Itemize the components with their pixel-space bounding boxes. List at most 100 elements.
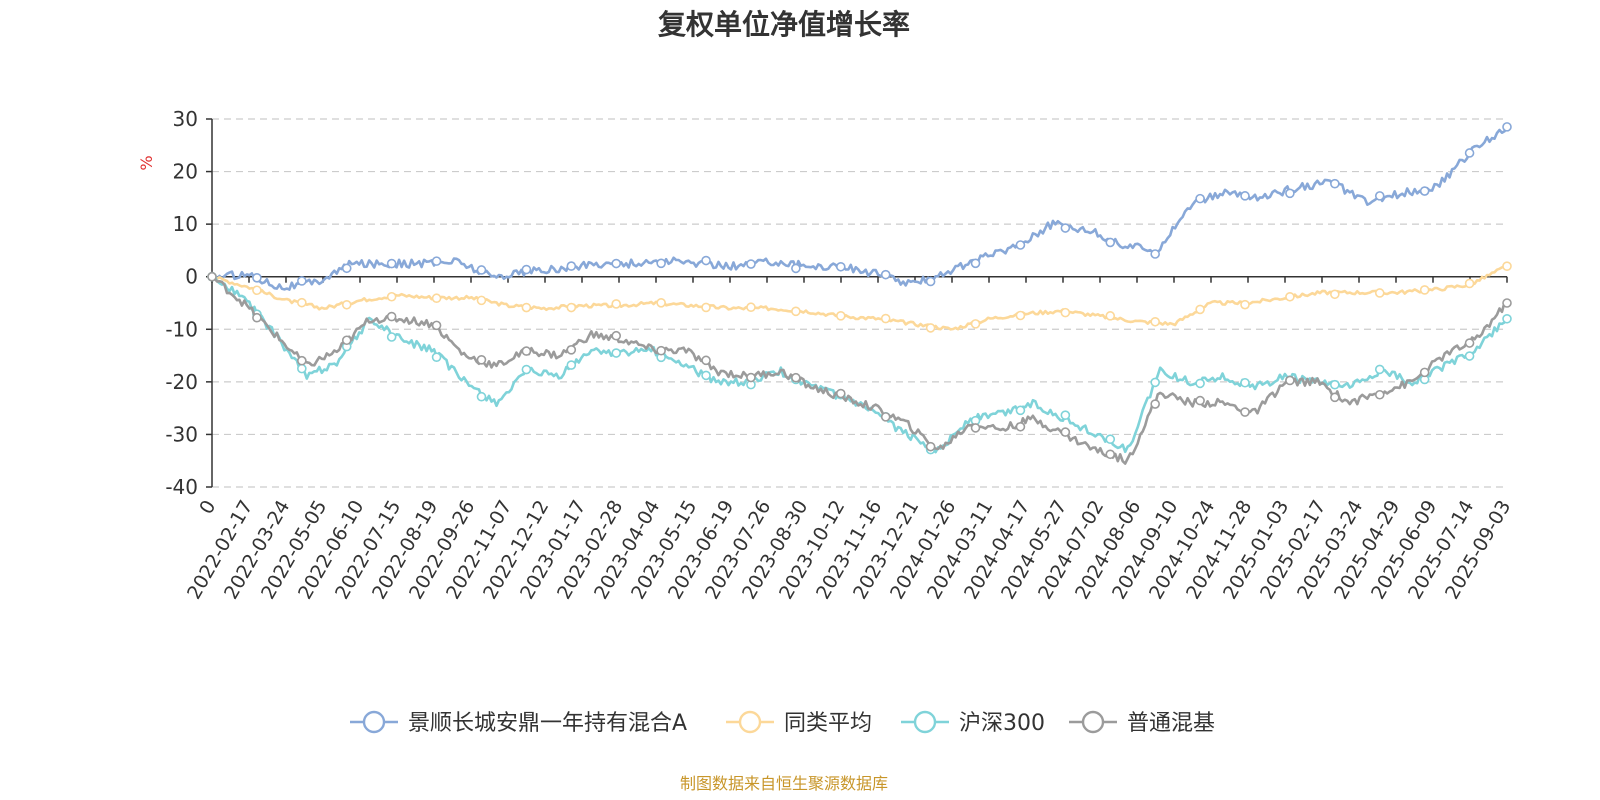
series-point-3 (207, 271, 217, 282)
y-axis-unit: % (137, 155, 156, 170)
series-point-0 (880, 269, 891, 280)
series-point-0 (341, 263, 352, 274)
legend-marker (738, 710, 762, 734)
series-point-3 (701, 355, 711, 366)
y-tick-label: -40 (165, 475, 198, 499)
source-note: 制图数据来自恒生聚源数据库 (680, 774, 888, 793)
series-lines (207, 122, 1512, 465)
series-point-0 (970, 258, 981, 269)
series-point-2 (1060, 410, 1071, 420)
series-line-2 (211, 273, 1509, 454)
legend-item-2[interactable]: 沪深300 (901, 710, 1045, 736)
legend-marker (913, 710, 937, 734)
series-point-2 (431, 352, 442, 362)
series-point-3 (386, 311, 397, 322)
series-point-3 (835, 388, 846, 399)
legend-item-0[interactable]: 景顺长城安鼎一年持有混合A (350, 710, 687, 736)
series-point-0 (656, 258, 666, 269)
series-point-1 (925, 323, 936, 333)
legend-marker (1081, 710, 1105, 734)
series-point-0 (925, 276, 936, 287)
series-point-1 (431, 293, 442, 304)
series-point-0 (252, 272, 262, 283)
series-point-3 (1502, 298, 1512, 308)
series-point-3 (341, 335, 352, 346)
series-point-3 (1374, 389, 1385, 400)
series-point-1 (1060, 307, 1071, 318)
series-point-0 (1060, 223, 1071, 233)
legend-label: 同类平均 (784, 711, 872, 736)
series-point-3 (1464, 338, 1475, 348)
series-point-3 (791, 372, 801, 383)
series-point-1 (791, 306, 801, 317)
x-tick-label: 0 (195, 497, 220, 518)
series-point-2 (1105, 434, 1116, 445)
series-point-0 (1150, 249, 1160, 259)
legend-item-1[interactable]: 同类平均 (726, 710, 872, 736)
series-point-1 (880, 313, 891, 324)
series-point-1 (1240, 299, 1250, 310)
series-point-3 (746, 372, 756, 383)
series-point-3 (656, 345, 666, 356)
legend-item-3[interactable]: 普通混基 (1069, 710, 1215, 736)
legend-label: 普通混基 (1127, 711, 1215, 736)
series-point-1 (1195, 304, 1205, 315)
series-point-0 (791, 263, 801, 274)
series-point-2 (566, 360, 577, 370)
series-point-2 (1464, 351, 1475, 361)
series-point-1 (1105, 311, 1116, 321)
series-point-3 (1195, 395, 1205, 406)
legend-marker (362, 710, 386, 734)
series-point-2 (386, 332, 397, 342)
series-point-3 (880, 412, 891, 422)
y-tick-label: 10 (173, 212, 198, 236)
y-tick-label: 0 (185, 265, 198, 289)
series-point-2 (1330, 379, 1340, 390)
series-point-0 (431, 256, 442, 266)
series-point-0 (1374, 191, 1385, 201)
series-point-3 (970, 423, 981, 433)
series-point-1 (1419, 285, 1430, 295)
series-point-3 (925, 441, 936, 452)
series-point-1 (611, 299, 622, 309)
series-point-0 (835, 261, 846, 272)
y-tick-label: 30 (173, 107, 198, 131)
y-tick-label: -30 (165, 422, 198, 446)
series-point-3 (252, 312, 262, 323)
series-point-2 (1374, 364, 1385, 375)
series-point-3 (1285, 375, 1295, 386)
series-point-0 (521, 264, 532, 275)
series-point-1 (1330, 289, 1340, 300)
series-point-1 (1374, 288, 1385, 298)
series-point-2 (1502, 313, 1512, 324)
series-point-3 (566, 345, 577, 355)
series-point-3 (1150, 399, 1160, 409)
series-point-0 (1105, 237, 1116, 248)
series-point-3 (1105, 449, 1116, 460)
series-point-2 (297, 363, 307, 374)
series-point-0 (701, 255, 711, 266)
series-point-0 (1502, 122, 1512, 132)
series-point-1 (1502, 261, 1512, 272)
series-point-1 (970, 319, 981, 329)
series-point-0 (1195, 193, 1205, 204)
series-point-1 (1285, 291, 1295, 302)
series-point-1 (521, 302, 532, 313)
series-point-3 (521, 346, 532, 356)
series-point-0 (746, 259, 756, 269)
series-point-2 (476, 391, 487, 402)
series-point-3 (1330, 392, 1340, 403)
series-point-3 (1060, 427, 1071, 437)
series-point-1 (746, 302, 756, 313)
series-point-1 (1015, 310, 1026, 321)
legend-label: 景顺长城安鼎一年持有混合A (408, 711, 687, 736)
legend[interactable]: 景顺长城安鼎一年持有混合A 同类平均 沪深300 普通混基 (350, 710, 1215, 736)
legend-label: 沪深300 (959, 711, 1045, 736)
series-point-2 (1015, 405, 1026, 416)
series-point-1 (566, 302, 577, 313)
series-point-1 (386, 291, 397, 302)
y-tick-label: -20 (165, 370, 198, 394)
series-point-1 (297, 297, 307, 308)
series-point-0 (566, 261, 577, 271)
